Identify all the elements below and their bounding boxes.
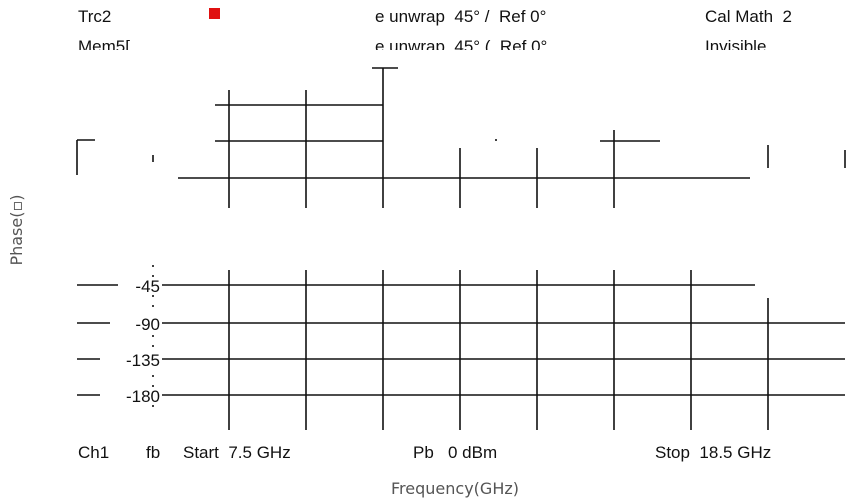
y-tick-label: -90 xyxy=(135,315,160,334)
trace-status: Cal Math 2 xyxy=(705,7,792,26)
x-axis-label: Frequency(GHz) xyxy=(391,479,519,498)
y-tick-label: -135 xyxy=(126,351,160,370)
channel-info: fb xyxy=(146,443,160,462)
trace-format: e unwrap 45° / Ref 0° xyxy=(375,7,546,26)
trace-format: e unwrap 45° ( Ref 0° xyxy=(375,37,547,56)
port-info: Pb xyxy=(413,443,434,462)
trace-label: Trc2 xyxy=(78,7,111,26)
power: 0 dBm xyxy=(448,443,497,462)
y-tick-label: -45 xyxy=(135,277,160,296)
trace-marker xyxy=(209,8,220,19)
grid xyxy=(76,67,846,430)
y-axis-label: Phase(▫) xyxy=(7,194,26,265)
trace-label: Mem5[ xyxy=(78,37,130,56)
start-frequency: Start 7.5 GHz xyxy=(183,443,291,462)
trace-status: Invisible xyxy=(705,37,766,56)
stop-frequency: Stop 18.5 GHz xyxy=(655,443,771,462)
y-tick-label: -180 xyxy=(126,387,160,406)
channel-info: Ch1 xyxy=(78,443,109,462)
